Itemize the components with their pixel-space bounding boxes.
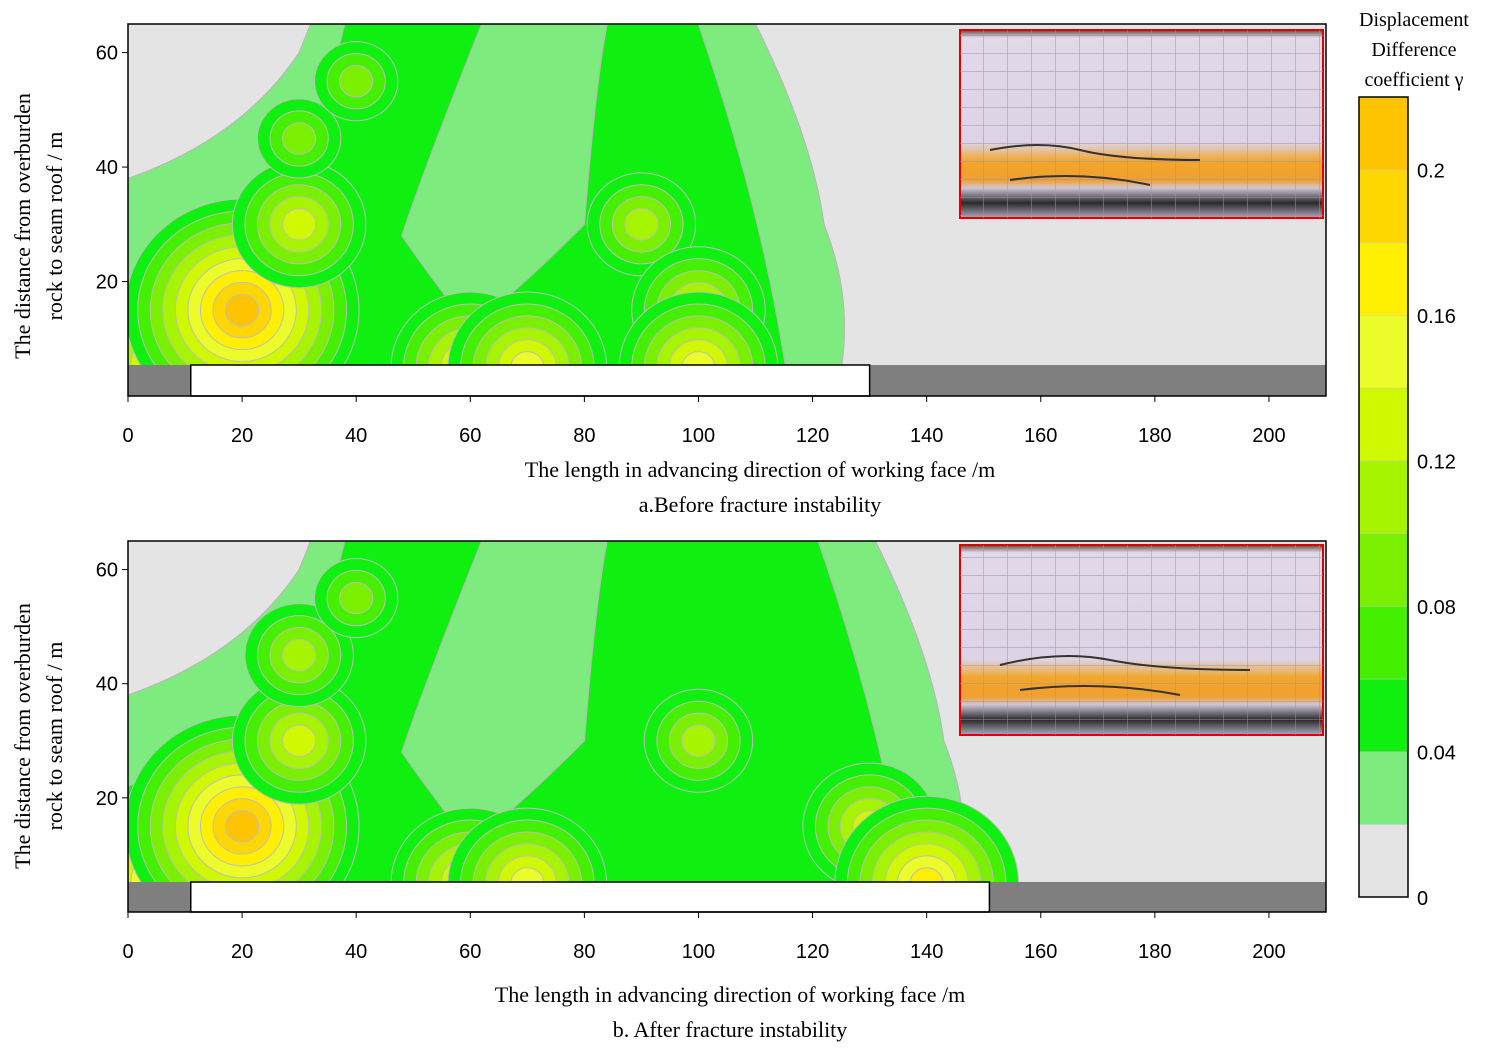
colorbar-frame xyxy=(1358,96,1409,898)
y-tick-label: 60 xyxy=(96,43,118,65)
y-tick-label: 40 xyxy=(96,157,118,179)
colorbar-tick-label: 0.08 xyxy=(1417,597,1456,619)
panel-b-x-ticks: 0 20 40 60 80 100 120 140 160 180 200 xyxy=(122,912,1286,963)
panel-a-inset-photo xyxy=(959,29,1324,219)
panel-b-mined-goaf xyxy=(190,881,991,913)
colorbar-band xyxy=(1359,97,1408,170)
x-tick-label: 0 xyxy=(122,941,133,963)
colorbar-ticks: 0 0.04 0.08 0.12 0.16 0.2 xyxy=(1417,161,1456,910)
contour-peak-ring xyxy=(681,724,716,757)
x-tick-label: 20 xyxy=(231,425,253,447)
panel-b-inset-photo xyxy=(959,544,1324,736)
x-tick-label: 200 xyxy=(1252,941,1285,963)
panel-b-photo-cracks xyxy=(999,655,1251,696)
x-tick-label: 160 xyxy=(1024,425,1057,447)
y-tick-label: 20 xyxy=(96,272,118,294)
colorbar-tick-label: 0.16 xyxy=(1417,306,1456,328)
panel-a-y-ticks: 20 40 60 xyxy=(96,43,128,294)
colorbar-title-line1: Displacement xyxy=(1359,9,1469,31)
x-tick-label: 0 xyxy=(122,425,133,447)
panel-a-frame xyxy=(127,23,1327,397)
panel-b-y-axis-label-line1: The distance from overburden xyxy=(10,603,35,869)
y-tick-label: 40 xyxy=(96,674,118,696)
x-tick-label: 100 xyxy=(682,941,715,963)
colorbar-bands xyxy=(1359,96,1408,897)
colorbar-band xyxy=(1359,751,1408,825)
colorbar-band xyxy=(1359,824,1408,897)
colorbar-band xyxy=(1359,242,1408,316)
panel-a-caption: a.Before fracture instability xyxy=(639,492,882,517)
x-tick-label: 60 xyxy=(459,941,481,963)
panel-a: 0 20 40 60 80 100 120 140 160 180 200 20 40 60 The l… xyxy=(10,23,1327,517)
y-tick-label: 60 xyxy=(96,560,118,582)
x-tick-label: 180 xyxy=(1138,425,1171,447)
panel-a-photo-grid xyxy=(960,30,1323,218)
panel-a-mined-goaf xyxy=(190,364,871,397)
x-tick-label: 100 xyxy=(682,425,715,447)
x-tick-label: 80 xyxy=(573,425,595,447)
x-tick-label: 120 xyxy=(796,941,829,963)
panel-a-y-axis-label-line1: The distance from overburden xyxy=(10,93,35,359)
panel-b-y-axis-label-line2: rock to seam roof / m xyxy=(42,642,67,831)
panel-a-photo-cracks xyxy=(989,144,1201,186)
contour-peak-ring xyxy=(624,208,659,241)
colorbar-tick-label: 0.04 xyxy=(1417,743,1456,765)
contour-peak-ring xyxy=(282,724,317,757)
panel-a-x-axis-label: The length in advancing direction of wor… xyxy=(525,457,995,482)
colorbar-band xyxy=(1359,533,1408,607)
panel-b-caption: b. After fracture instability xyxy=(613,1017,848,1042)
panel-b: 0 20 40 60 80 100 120 140 160 180 200 20 40 60 The l… xyxy=(10,540,1327,1042)
x-tick-label: 140 xyxy=(910,425,943,447)
colorbar-title-line2: Difference xyxy=(1371,39,1456,61)
contour-peak-ring xyxy=(282,122,317,155)
contour-peak-ring xyxy=(282,208,317,241)
panel-b-photo-grid xyxy=(960,545,1323,735)
panel-b-frame xyxy=(127,540,1327,913)
contour-peak-ring xyxy=(339,65,374,98)
panel-b-x-axis-label: The length in advancing direction of wor… xyxy=(495,982,965,1007)
colorbar-title-line3: coefficient γ xyxy=(1365,69,1464,91)
x-tick-label: 200 xyxy=(1252,425,1285,447)
colorbar-band xyxy=(1359,315,1408,388)
panel-b-y-ticks: 20 40 60 xyxy=(96,560,128,810)
y-tick-label: 20 xyxy=(96,788,118,810)
colorbar-band xyxy=(1359,606,1408,679)
contour-peak-ring xyxy=(282,638,317,672)
panel-a-x-ticks: 0 20 40 60 80 100 120 140 160 180 200 xyxy=(122,396,1286,447)
x-tick-label: 40 xyxy=(345,941,367,963)
panel-a-seam xyxy=(128,364,1326,397)
x-tick-label: 120 xyxy=(796,425,829,447)
colorbar-band xyxy=(1359,678,1408,752)
panel-b-seam xyxy=(128,881,1326,913)
x-tick-label: 140 xyxy=(910,941,943,963)
x-tick-label: 40 xyxy=(345,425,367,447)
panel-a-y-axis-label-line2: rock to seam roof / m xyxy=(42,132,67,321)
contour-peak-ring xyxy=(225,293,260,327)
x-tick-label: 160 xyxy=(1024,941,1057,963)
x-tick-label: 20 xyxy=(231,941,253,963)
colorbar: Displacement Difference coefficient γ 00… xyxy=(1358,9,1469,910)
contour-peak-ring xyxy=(225,810,260,843)
colorbar-tick-label: 0.12 xyxy=(1417,452,1456,474)
contour-peak-ring xyxy=(339,581,374,615)
colorbar-band xyxy=(1359,460,1408,534)
x-tick-label: 180 xyxy=(1138,941,1171,963)
colorbar-band xyxy=(1359,169,1408,243)
colorbar-tick-label: 0.2 xyxy=(1417,161,1445,183)
colorbar-band xyxy=(1359,387,1408,461)
x-tick-label: 60 xyxy=(459,425,481,447)
x-tick-label: 80 xyxy=(573,941,595,963)
colorbar-tick-label: 0 xyxy=(1417,888,1428,910)
